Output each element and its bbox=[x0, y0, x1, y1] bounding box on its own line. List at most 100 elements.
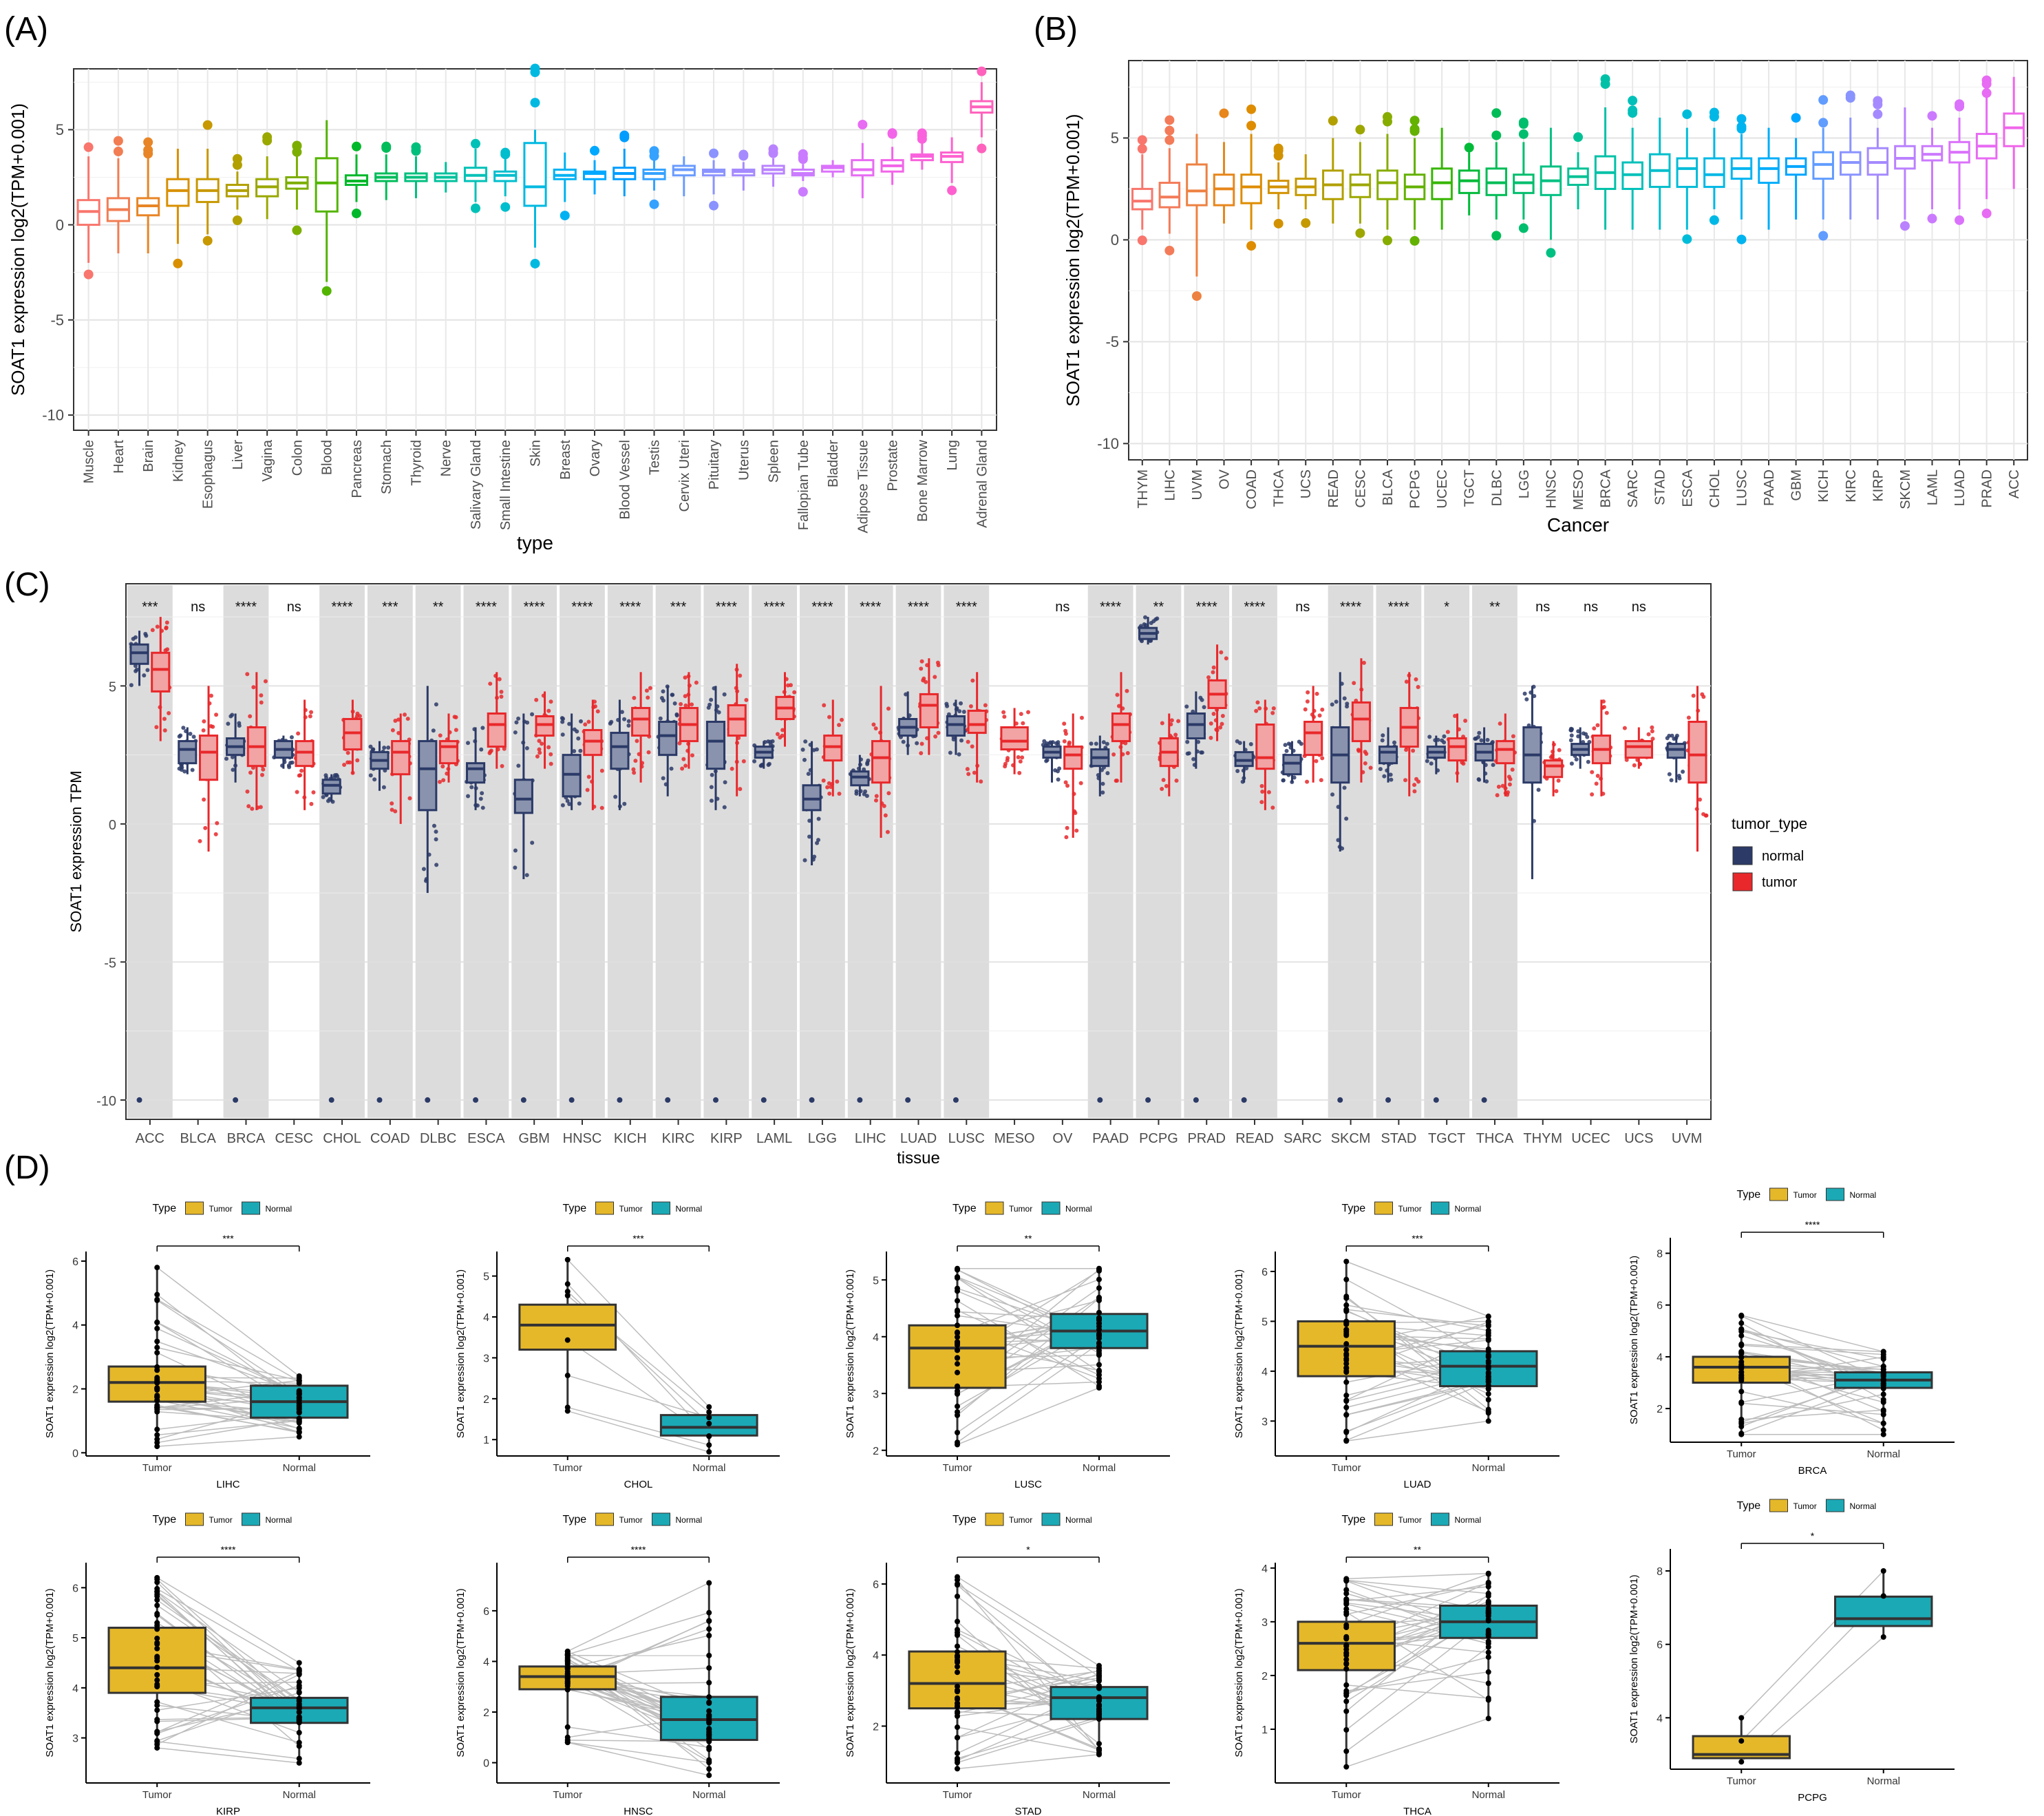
panel-c-point-tgct-normal bbox=[1442, 734, 1447, 739]
panel-c-point-esca-tumor bbox=[497, 677, 502, 682]
panel-d-legend-title: Type bbox=[952, 1514, 977, 1525]
panel-c-point-kich-normal bbox=[626, 723, 631, 728]
panel-c-point-paad-tumor bbox=[1125, 688, 1129, 693]
panel-b-ytick-label: 5 bbox=[1111, 129, 1119, 147]
panel-c-point-prad-tumor bbox=[1209, 735, 1213, 740]
panel-c-point-kirp-tumor bbox=[738, 673, 743, 678]
panel-c-point-ucec-normal bbox=[1581, 731, 1586, 736]
panel-d-point-tumor bbox=[1343, 1294, 1350, 1300]
panel-d-point-normal bbox=[1880, 1366, 1886, 1373]
panel-a-x-axis-title: type bbox=[517, 532, 553, 553]
panel-c-point-blca-tumor bbox=[201, 728, 206, 732]
panel-d-point-tumor bbox=[154, 1702, 160, 1709]
panel-c-point-lusc-normal bbox=[959, 738, 964, 743]
panel-c-point-brca-tumor bbox=[259, 700, 264, 705]
panel-c-point-tgct-tumor bbox=[1461, 761, 1466, 766]
panel-a-outlier bbox=[202, 235, 213, 246]
panel-d-point-normal bbox=[706, 1712, 712, 1718]
panel-b-outlier bbox=[1736, 234, 1747, 244]
panel-c-paad-tumor-box bbox=[1111, 712, 1131, 743]
panel-d-point-tumor bbox=[564, 1289, 571, 1295]
panel-d-point-normal bbox=[296, 1679, 302, 1685]
panel-c-point-blca-tumor bbox=[209, 693, 213, 698]
panel-c-point-ucec-normal bbox=[1568, 726, 1573, 731]
panel-d-point-normal bbox=[296, 1729, 302, 1735]
panel-c-point-blca-normal bbox=[191, 735, 196, 739]
panel-d-point-tumor bbox=[154, 1611, 160, 1617]
panel-c-point-esca-tumor bbox=[500, 763, 504, 768]
panel-c-point-ov-tumor bbox=[1073, 810, 1078, 815]
panel-d-pair-line bbox=[156, 1591, 300, 1693]
panel-c-outlier-read bbox=[1241, 1097, 1247, 1103]
panel-c-point-stad-normal bbox=[1378, 767, 1383, 772]
panel-c-point-thca-tumor bbox=[1498, 721, 1502, 726]
panel-d-point-tumor bbox=[1738, 1349, 1745, 1355]
panel-d-point-tumor bbox=[1738, 1416, 1745, 1422]
panel-c-point-skcm-normal bbox=[1342, 785, 1347, 790]
panel-d-point-normal bbox=[1485, 1680, 1491, 1687]
panel-d-pair-line bbox=[157, 1436, 299, 1447]
panel-d-point-normal bbox=[1485, 1627, 1491, 1634]
panel-c-point-kirc-normal bbox=[658, 716, 663, 721]
panel-c-point-chol-tumor bbox=[357, 714, 362, 719]
panel-a-xtick-label-kidney: Kidney bbox=[171, 440, 186, 482]
panel-b-chol-box bbox=[1703, 157, 1725, 188]
panel-c-point-thca-normal bbox=[1484, 779, 1489, 784]
panel-c-point-tgct-tumor bbox=[1445, 730, 1450, 735]
panel-d-point-tumor bbox=[955, 1339, 960, 1345]
panel-d-point-normal bbox=[1485, 1364, 1491, 1370]
panel-d-point-normal bbox=[706, 1772, 712, 1778]
panel-d-point-normal bbox=[1096, 1696, 1102, 1702]
panel-a-outlier bbox=[232, 215, 242, 225]
panel-b-xtick-label-uvm: UVM bbox=[1190, 469, 1205, 500]
panel-d-point-tumor bbox=[955, 1683, 960, 1689]
panel-c-point-prad-tumor bbox=[1220, 714, 1225, 719]
panel-a-outlier bbox=[560, 211, 570, 221]
panel-d-ytick-label: 2 bbox=[72, 1384, 78, 1396]
panel-c-point-gbm-normal bbox=[514, 720, 519, 725]
panel-d-pair-line bbox=[1345, 1573, 1489, 1626]
panel-c-shade-stad bbox=[1376, 585, 1422, 1118]
panel-c-point-blca-tumor bbox=[213, 832, 218, 836]
panel-c-point-stad-tumor bbox=[1412, 783, 1417, 788]
panel-d-point-normal bbox=[1880, 1407, 1886, 1413]
panel-c-point-blca-tumor bbox=[202, 797, 206, 802]
panel-d-ytick-label: 0 bbox=[483, 1758, 489, 1770]
panel-c-point-lusc-tumor bbox=[966, 772, 971, 777]
panel-d-point-tumor bbox=[154, 1677, 160, 1683]
panel-c-shade-read bbox=[1232, 585, 1277, 1118]
panel-c-xtick-label-sarc: SARC bbox=[1284, 1131, 1322, 1146]
panel-d-xtick-label: Tumor bbox=[142, 1789, 172, 1801]
panel-c-point-ucec-normal bbox=[1569, 761, 1574, 766]
panel-c-point-sarc-tumor bbox=[1319, 778, 1323, 783]
panel-c-significance-read: **** bbox=[1244, 600, 1265, 615]
panel-c-point-kirc-tumor bbox=[679, 701, 683, 706]
panel-a-xtick-label-skin: Skin bbox=[529, 440, 544, 467]
panel-c-point-lihc-normal bbox=[854, 791, 859, 796]
panel-b-xtick-label-lihc: LIHC bbox=[1162, 469, 1178, 501]
panel-b-outlier bbox=[1137, 135, 1147, 145]
panel-c-point-sarc-normal bbox=[1292, 775, 1297, 780]
panel-d-pair-line bbox=[567, 1259, 710, 1408]
panel-c-point-read-tumor bbox=[1255, 700, 1260, 705]
panel-d-legend-key-normal bbox=[1431, 1512, 1449, 1526]
panel-a-outlier bbox=[977, 143, 987, 154]
panel-c-point-kirp-tumor bbox=[730, 766, 734, 771]
panel-d-point-normal bbox=[1096, 1331, 1102, 1337]
panel-c-point-hnsc-normal bbox=[577, 801, 582, 806]
panel-d-point-normal bbox=[1485, 1579, 1491, 1585]
panel-d-chol-tumor-box bbox=[518, 1303, 617, 1351]
panel-d-point-normal bbox=[1096, 1711, 1102, 1717]
panel-d-significance: *** bbox=[222, 1233, 234, 1244]
panel-c-point-acc-normal bbox=[145, 668, 150, 673]
panel-c-point-lgg-normal bbox=[814, 747, 819, 752]
panel-c-point-hnsc-normal bbox=[560, 732, 565, 737]
panel-d-point-tumor bbox=[1738, 1389, 1745, 1395]
panel-c-lihc-normal-box bbox=[850, 770, 870, 787]
panel-a-xtick-label-uterus: Uterus bbox=[736, 440, 752, 481]
panel-d-point-tumor bbox=[955, 1664, 960, 1670]
panel-d-point-normal bbox=[1096, 1362, 1102, 1368]
panel-d-point-tumor bbox=[1738, 1738, 1745, 1744]
panel-c-point-thca-tumor bbox=[1507, 782, 1512, 787]
panel-d-point-tumor bbox=[955, 1369, 960, 1375]
